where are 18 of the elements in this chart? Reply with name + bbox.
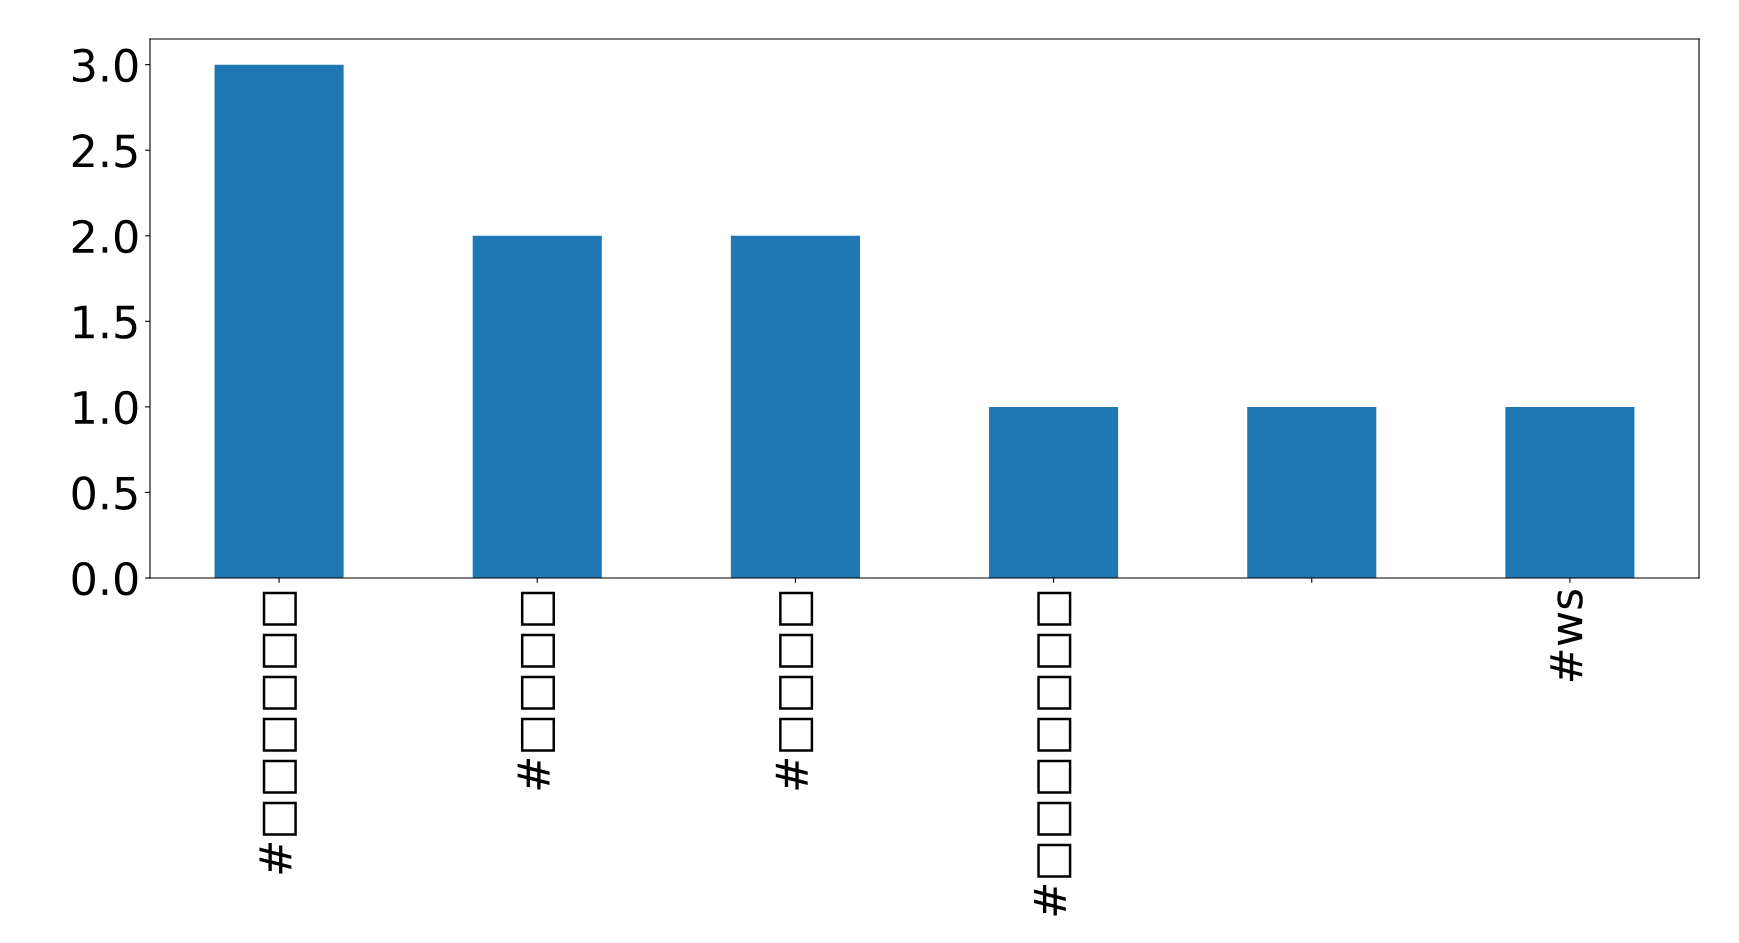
bar bbox=[989, 406, 1119, 578]
bar bbox=[214, 64, 344, 578]
y-tick-label: 1.0 bbox=[74, 390, 138, 425]
y-tick-label: 2.0 bbox=[72, 219, 138, 254]
x-tick-label: #ws bbox=[1550, 589, 1583, 682]
y-tick-label: 1.5 bbox=[74, 305, 137, 339]
x-tick-label: #□□□□□□□ bbox=[1033, 591, 1072, 916]
bar bbox=[1247, 406, 1377, 578]
bar bbox=[1505, 406, 1635, 578]
y-tick-label: 0.0 bbox=[72, 561, 138, 596]
x-tick-label: #□□□□ bbox=[517, 591, 555, 790]
x-tick-label: #□□□□□□ bbox=[259, 591, 297, 874]
bar bbox=[472, 235, 602, 578]
y-tick-label: 2.5 bbox=[72, 134, 137, 168]
bar bbox=[730, 235, 860, 578]
y-tick-label: 0.5 bbox=[72, 476, 137, 510]
x-tick-label: #□□□□ bbox=[775, 591, 814, 790]
y-tick-label: 3.0 bbox=[72, 48, 138, 83]
